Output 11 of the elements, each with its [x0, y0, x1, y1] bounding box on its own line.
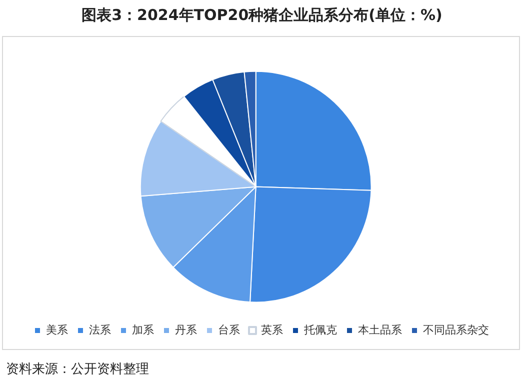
legend-label: 英系 [261, 324, 283, 336]
legend-label: 本土品系 [358, 324, 402, 336]
chart-title: 图表3：2024年TOP20种猪企业品系分布(单位：%) [80, 6, 444, 25]
legend-label: 台系 [218, 324, 240, 336]
legend-label: 法系 [89, 324, 111, 336]
text: 资料来源：公开资料整理 [6, 361, 149, 378]
legend-label: 美系 [46, 324, 68, 336]
legend-label: 加系 [132, 324, 154, 336]
legend-label: 不同品系杂交 [423, 324, 489, 336]
legend-label: 丹系 [175, 324, 197, 336]
legend-label: 托佩克 [303, 324, 337, 336]
